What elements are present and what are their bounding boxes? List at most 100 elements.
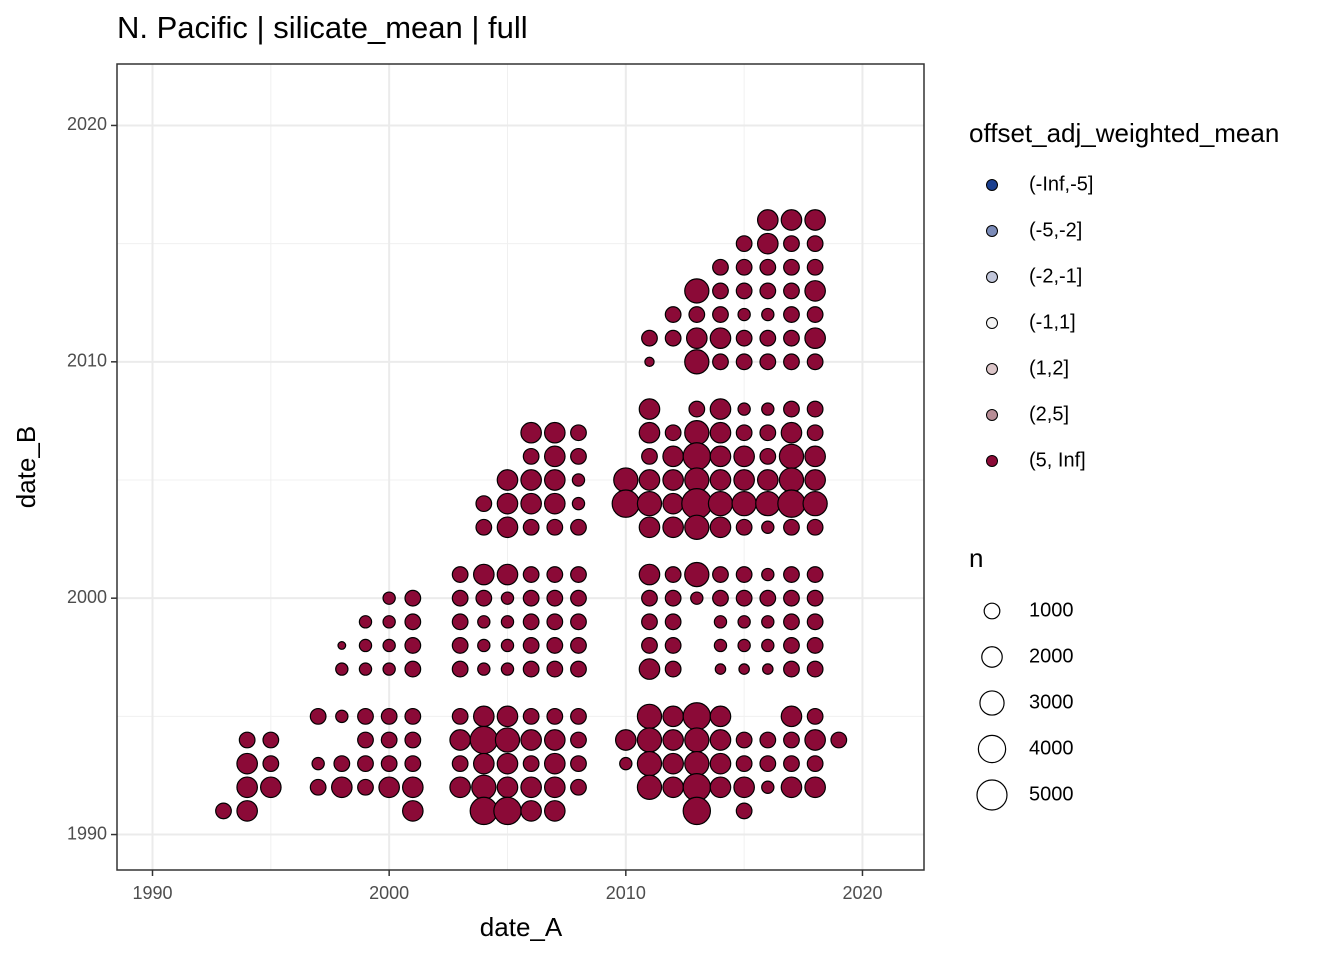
bubble: [783, 660, 800, 678]
bubble: [783, 329, 800, 347]
bubble: [664, 660, 682, 678]
bubble: [451, 707, 469, 725]
bubble: [759, 731, 777, 749]
bubble: [735, 329, 753, 347]
bubble: [709, 421, 732, 444]
bubble: [681, 488, 713, 520]
bubble: [735, 282, 753, 300]
bubble: [761, 780, 775, 794]
y-axis-title: date_B: [11, 426, 41, 508]
bubble: [546, 518, 564, 536]
bubble: [806, 755, 824, 773]
legend-label: (-2,-1]: [1029, 265, 1082, 287]
bubble: [806, 400, 824, 418]
bubble: [783, 755, 800, 773]
legend-label: (-1,1]: [1029, 311, 1076, 333]
bubble: [260, 776, 282, 799]
bubble: [357, 731, 374, 749]
size-legend-key: [976, 779, 1008, 811]
size-legend-label: 4000: [1029, 737, 1074, 759]
bubble: [641, 589, 658, 607]
bubble: [759, 755, 777, 773]
size-legend-label: 5000: [1029, 783, 1074, 805]
bubble: [709, 729, 732, 751]
bubble: [520, 729, 542, 751]
bubble: [709, 398, 732, 420]
bubble: [404, 589, 422, 607]
bubble: [662, 729, 684, 751]
bubble: [475, 495, 493, 513]
bubble: [684, 514, 710, 540]
bubble: [733, 776, 755, 799]
bubble: [783, 306, 800, 323]
bubble: [382, 662, 396, 676]
bubble: [780, 705, 803, 728]
bubble: [783, 613, 800, 631]
bubble: [709, 327, 732, 350]
bubble: [475, 518, 493, 536]
bubble: [802, 490, 828, 517]
bubble: [522, 589, 540, 607]
bubble: [709, 469, 732, 491]
bubble: [451, 613, 469, 631]
bubble: [806, 353, 824, 371]
bubble: [735, 731, 753, 749]
legend-key: [986, 179, 998, 191]
bubble: [735, 353, 753, 371]
bubble: [804, 209, 826, 231]
bubble: [496, 469, 519, 491]
bubble: [451, 637, 469, 654]
bubble: [543, 800, 566, 822]
bubble: [778, 443, 805, 470]
bubble: [662, 492, 684, 515]
size-legend-key: [979, 690, 1005, 716]
bubble: [712, 353, 729, 371]
legend-label: (-Inf,-5]: [1029, 173, 1093, 195]
bubble: [759, 282, 777, 300]
bubble: [543, 469, 566, 491]
bubble: [331, 776, 353, 799]
bubble: [713, 615, 728, 629]
bubble: [570, 566, 587, 583]
bubble: [472, 563, 495, 586]
bubble: [806, 613, 824, 631]
bubble: [709, 445, 732, 468]
bubble: [636, 727, 663, 753]
bubble: [522, 755, 540, 773]
bubble: [472, 752, 495, 775]
bubble: [522, 566, 540, 583]
bubble: [804, 729, 826, 751]
bubble: [664, 589, 682, 607]
legend-key: [986, 409, 998, 421]
bubble: [215, 802, 232, 820]
bubble: [570, 424, 587, 442]
bubble: [522, 660, 540, 678]
bubble: [382, 638, 396, 653]
bubble: [358, 662, 373, 676]
bubble: [806, 306, 824, 323]
bubble: [570, 447, 587, 465]
bubble: [404, 755, 422, 773]
bubble: [236, 776, 258, 799]
bubble: [664, 424, 682, 442]
bubble: [735, 258, 753, 276]
bubble: [309, 707, 327, 725]
bubble: [636, 774, 663, 800]
y-tick-label: 1990: [67, 823, 107, 843]
bubble: [404, 707, 422, 725]
bubble: [500, 591, 515, 605]
bubble: [638, 469, 661, 491]
bubble: [707, 490, 734, 517]
bubble: [709, 516, 732, 539]
bubble: [783, 258, 800, 276]
bubble: [522, 518, 540, 536]
y-tick-label: 2020: [67, 114, 107, 134]
bubble: [783, 282, 800, 300]
bubble: [759, 447, 777, 465]
bubble: [662, 445, 684, 468]
bubble: [644, 356, 655, 368]
bubble: [236, 800, 258, 822]
bubble: [401, 776, 424, 799]
bubble: [738, 663, 750, 675]
